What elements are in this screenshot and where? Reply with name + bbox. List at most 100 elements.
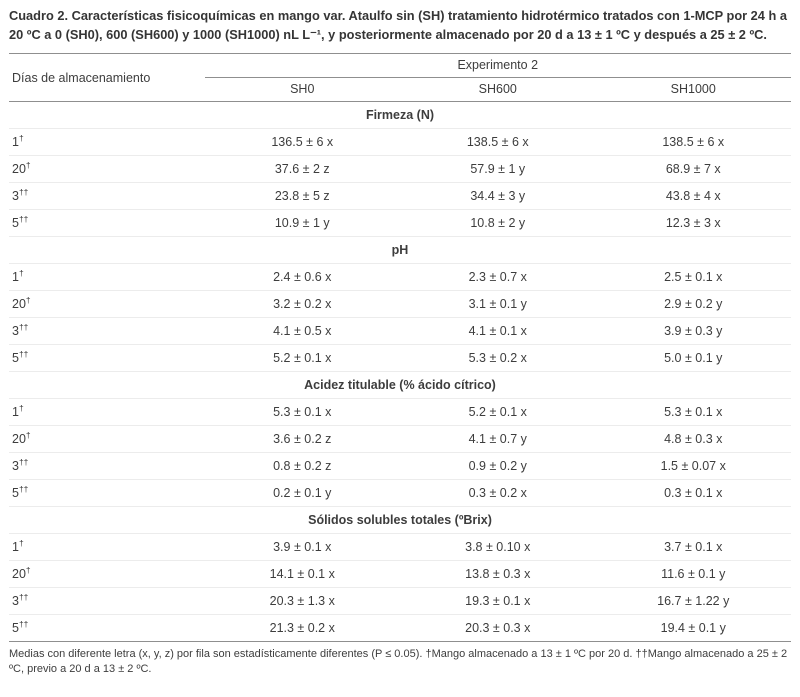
value-cell: 3.1 ± 0.1 y	[400, 290, 596, 319]
day-label: 5††	[12, 618, 29, 636]
day-label: 3††	[9, 317, 205, 346]
value-cell: 16.7 ± 1.22 y	[595, 587, 791, 616]
value-cell: 10.8 ± 2 y	[400, 209, 596, 238]
dagger-marker: ††	[18, 483, 29, 494]
table-row: 3†† 0.8 ± 0.2 z 0.9 ± 0.2 y 1.5 ± 0.07 x	[9, 452, 791, 481]
table-row: 20† 3.2 ± 0.2 x 3.1 ± 0.1 y 2.9 ± 0.2 y	[9, 290, 791, 319]
value-cell: 0.3 ± 0.1 x	[595, 479, 791, 508]
header-row-experiment: Días de almacenamiento Experimento 2	[9, 53, 791, 103]
value-cell: 10.9 ± 1 y	[204, 209, 400, 238]
section-header: Firmeza (N)	[9, 101, 791, 130]
column-header-sh600: SH600	[400, 77, 596, 103]
value-cell: 4.1 ± 0.1 x	[400, 317, 596, 346]
day-label: 3††	[9, 452, 205, 481]
value-cell: 0.2 ± 0.1 y	[204, 479, 400, 508]
day-label: 5††	[9, 479, 205, 508]
value-cell: 136.5 ± 6 x	[204, 128, 400, 157]
table-row: 3†† 20.3 ± 1.3 x 19.3 ± 0.1 x 16.7 ± 1.22 y	[9, 587, 791, 616]
table-row: 5†† 5.2 ± 0.1 x 5.3 ± 0.2 x 5.0 ± 0.1 y	[9, 344, 791, 373]
dagger-marker: †	[25, 429, 31, 440]
section-row: pH	[9, 236, 791, 265]
table-row: 5†† 10.9 ± 1 y 10.8 ± 2 y 12.3 ± 3 x	[9, 209, 791, 238]
data-table: Días de almacenamiento Experimento 2 SH0…	[9, 53, 791, 641]
section-row: Acidez titulable (% ácido cítrico)	[9, 371, 791, 400]
value-cell: 12.3 ± 3 x	[595, 209, 791, 238]
value-cell: 57.9 ± 1 y	[400, 155, 596, 184]
value-cell: 23.8 ± 5 z	[204, 182, 400, 211]
day-label: 1†	[9, 263, 205, 292]
dagger-marker: †	[25, 159, 31, 170]
dagger-marker: †	[25, 294, 31, 305]
value-cell: 3.9 ± 0.3 y	[595, 317, 791, 346]
table-caption: Cuadro 2. Características fisicoquímicas…	[9, 8, 787, 42]
value-cell: 4.1 ± 0.5 x	[204, 317, 400, 346]
dagger-marker: ††	[18, 321, 29, 332]
column-header-sh0: SH0	[204, 77, 400, 103]
table-row: 20† 14.1 ± 0.1 x 13.8 ± 0.3 x 11.6 ± 0.1 y	[9, 560, 791, 589]
value-cell: 3.9 ± 0.1 x	[204, 533, 400, 562]
value-cell: 2.4 ± 0.6 x	[204, 263, 400, 292]
value-cell: 11.6 ± 0.1 y	[595, 560, 791, 589]
value-cell: 5.3 ± 0.2 x	[400, 344, 596, 373]
table-row: 5†† 0.2 ± 0.1 y 0.3 ± 0.2 x 0.3 ± 0.1 x	[9, 479, 791, 508]
day-label: 3††	[9, 587, 205, 616]
value-cell: 138.5 ± 6 x	[400, 128, 596, 157]
header-row-treatments: SH0 SH600 SH1000	[9, 77, 791, 103]
dagger-marker: †	[18, 537, 24, 548]
value-cell: 3.7 ± 0.1 x	[595, 533, 791, 562]
dagger-marker: ††	[18, 213, 29, 224]
dagger-marker: †	[25, 564, 31, 575]
value-cell: 21.3 ± 0.2 x	[269, 621, 335, 636]
dagger-marker: †	[18, 132, 24, 143]
section-header: Acidez titulable (% ácido cítrico)	[9, 371, 791, 400]
table-row: 1† 5.3 ± 0.1 x 5.2 ± 0.1 x 5.3 ± 0.1 x	[9, 398, 791, 427]
value-cell: 19.4 ± 0.1 y	[660, 621, 726, 636]
day-label: 20†	[9, 425, 205, 454]
section-row: Firmeza (N)	[9, 101, 791, 130]
dagger-marker: ††	[18, 591, 29, 602]
table-head: Días de almacenamiento Experimento 2 SH0…	[9, 53, 791, 103]
value-cell: 5.2 ± 0.1 x	[204, 344, 400, 373]
dagger-marker: ††	[18, 618, 29, 629]
value-cell: 43.8 ± 4 x	[595, 182, 791, 211]
value-cell: 3.6 ± 0.2 z	[204, 425, 400, 454]
day-label: 5††	[9, 344, 205, 373]
table-body: Firmeza (N) 1† 136.5 ± 6 x 138.5 ± 6 x 138.5…	[9, 101, 791, 642]
value-cell: 19.3 ± 0.1 x	[400, 587, 596, 616]
day-label: 1†	[9, 533, 205, 562]
column-header-sh1000: SH1000	[595, 77, 791, 103]
value-cell: 0.9 ± 0.2 y	[400, 452, 596, 481]
table-row: 5†† 21.3 ± 0.2 x 20.3 ± 0.3 x 19.4 ± 0.1 y	[9, 615, 791, 642]
value-cell: 20.3 ± 0.3 x	[465, 621, 531, 636]
value-cell: 5.2 ± 0.1 x	[400, 398, 596, 427]
value-cell: 4.1 ± 0.7 y	[400, 425, 596, 454]
dagger-marker: ††	[18, 456, 29, 467]
value-cell: 138.5 ± 6 x	[595, 128, 791, 157]
dagger-marker: ††	[18, 348, 29, 359]
value-cell: 3.2 ± 0.2 x	[204, 290, 400, 319]
day-label: 5††	[9, 209, 205, 238]
dagger-marker: ††	[18, 186, 29, 197]
table-row: 1† 136.5 ± 6 x 138.5 ± 6 x 138.5 ± 6 x	[9, 128, 791, 157]
table-row: 3†† 4.1 ± 0.5 x 4.1 ± 0.1 x 3.9 ± 0.3 y	[9, 317, 791, 346]
day-label: 20†	[9, 155, 205, 184]
value-cell: 2.3 ± 0.7 x	[400, 263, 596, 292]
table-row: 20† 3.6 ± 0.2 z 4.1 ± 0.7 y 4.8 ± 0.3 x	[9, 425, 791, 454]
table-row: 3†† 23.8 ± 5 z 34.4 ± 3 y 43.8 ± 4 x	[9, 182, 791, 211]
dagger-marker: †	[18, 402, 24, 413]
value-cell: 14.1 ± 0.1 x	[204, 560, 400, 589]
section-row: Sólidos solubles totales (ºBrix)	[9, 506, 791, 535]
value-cell: 68.9 ± 7 x	[595, 155, 791, 184]
experiment-header: Experimento 2	[204, 53, 791, 79]
value-cell: 5.3 ± 0.1 x	[595, 398, 791, 427]
dagger-marker: †	[18, 267, 24, 278]
value-cell: 5.0 ± 0.1 y	[595, 344, 791, 373]
value-cell: 20.3 ± 1.3 x	[204, 587, 400, 616]
value-cell: 13.8 ± 0.3 x	[400, 560, 596, 589]
value-cell: 3.8 ± 0.10 x	[400, 533, 596, 562]
table-footnote: Medias con diferente letra (x, y, z) por…	[9, 641, 791, 678]
value-cell: 0.8 ± 0.2 z	[204, 452, 400, 481]
table-row: 1† 2.4 ± 0.6 x 2.3 ± 0.7 x 2.5 ± 0.1 x	[9, 263, 791, 292]
row-group-header: Días de almacenamiento	[9, 53, 205, 103]
day-label: 3††	[9, 182, 205, 211]
